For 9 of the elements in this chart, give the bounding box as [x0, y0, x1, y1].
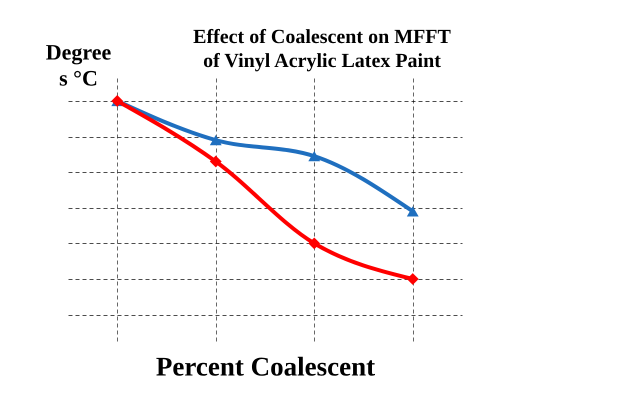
chart-title: Effect of Coalescent on MFFT of Vinyl Acrylic Latex Paint [193, 26, 452, 72]
x-axis-title: Percent Coalescent [156, 352, 376, 382]
point [406, 273, 419, 285]
point [210, 156, 222, 168]
point [308, 151, 320, 162]
y-axis-title: Degree s °C [46, 40, 112, 90]
point [308, 237, 320, 250]
point [210, 135, 222, 146]
point [406, 206, 419, 216]
